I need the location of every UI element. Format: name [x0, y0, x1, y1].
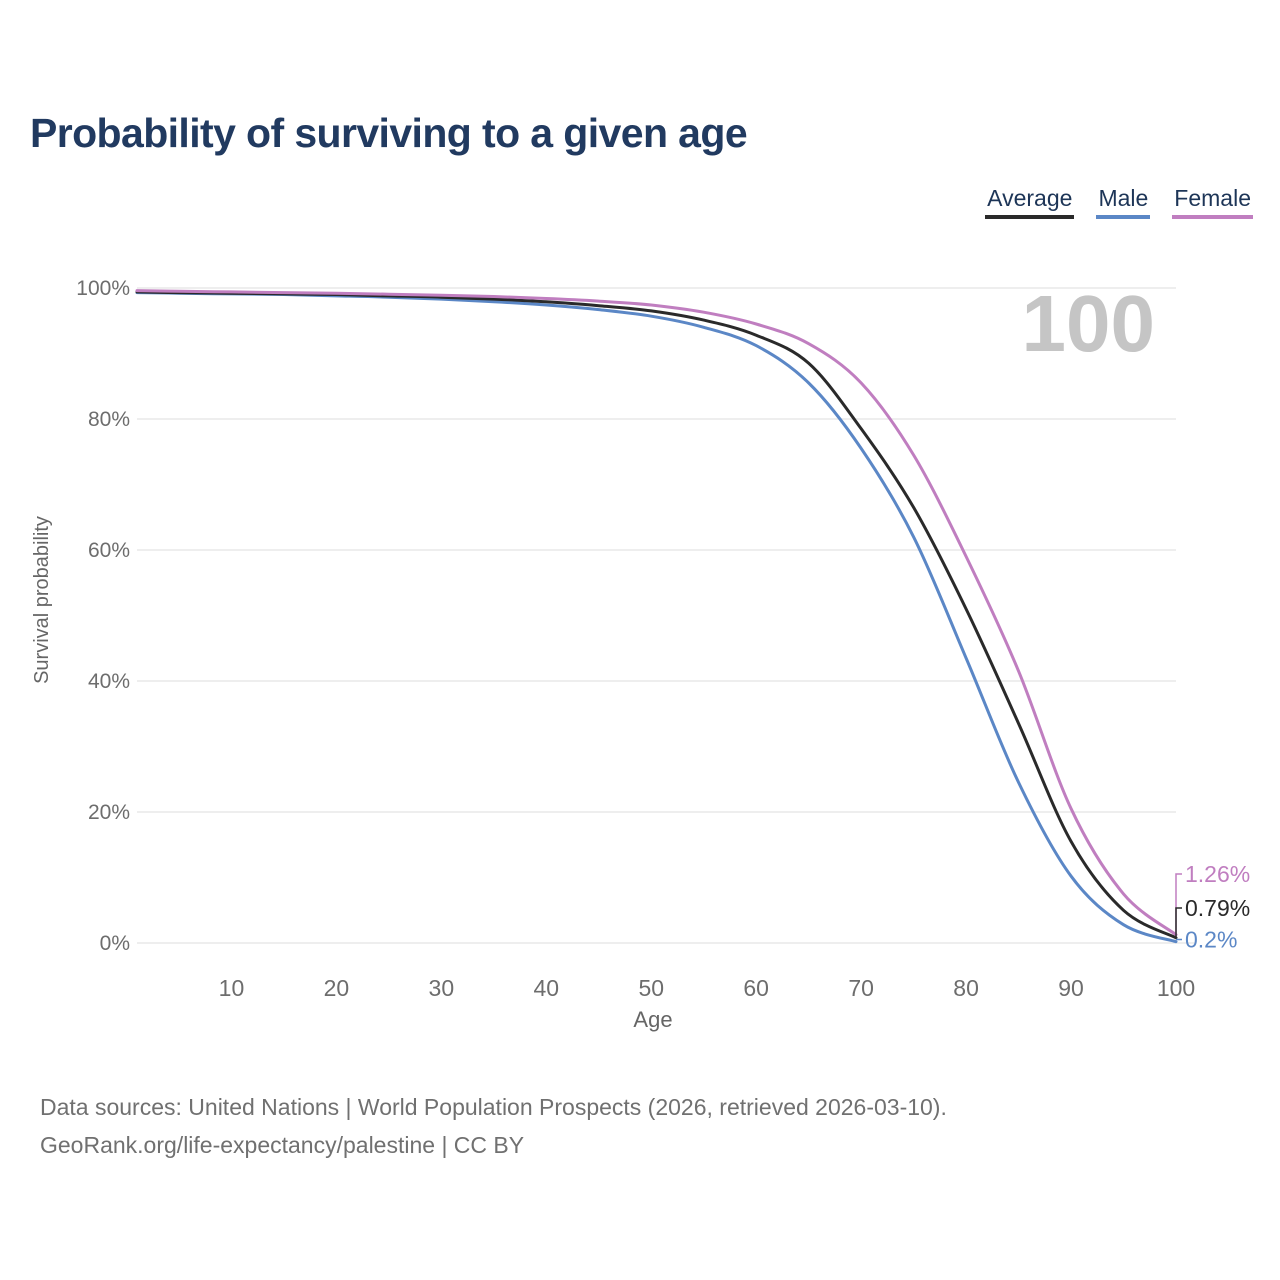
- x-tick-10: 10: [219, 975, 245, 1001]
- x-tick-30: 30: [429, 975, 455, 1001]
- y-tick-60%: 60%: [88, 539, 130, 562]
- legend-item-female[interactable]: Female: [1172, 185, 1253, 220]
- x-tick-100: 100: [1157, 975, 1195, 1001]
- x-tick-40: 40: [534, 975, 560, 1001]
- x-tick-90: 90: [1058, 975, 1084, 1001]
- end-label-connector-female: [1175, 873, 1182, 935]
- age-watermark: 100: [1022, 279, 1155, 368]
- y-axis-title: Survival probability: [31, 516, 53, 684]
- curve-average: [135, 290, 1178, 940]
- x-tick-20: 20: [324, 975, 350, 1001]
- x-tick-50: 50: [638, 975, 664, 1001]
- legend-item-male[interactable]: Male: [1096, 185, 1151, 220]
- footer-attribution: GeoRank.org/life-expectancy/palestine | …: [40, 1132, 525, 1158]
- end-label-male: 0.2%: [1185, 927, 1237, 953]
- y-tick-100%: 100%: [76, 277, 130, 300]
- legend-item-average[interactable]: Average: [985, 185, 1075, 220]
- x-axis-title: Age: [633, 1007, 672, 1032]
- survival-probability-chart: 100 0% 20% 40% 60% 80% 100% 10 20 30 40 50 60 70 80 90 1…: [31, 277, 1250, 1032]
- curve-female: [135, 289, 1178, 937]
- legend: Average Male Female: [985, 185, 1253, 220]
- chart-title: Probability of surviving to a given age: [30, 110, 748, 156]
- end-label-average: 0.79%: [1185, 895, 1250, 921]
- x-tick-80: 80: [953, 975, 979, 1001]
- x-tick-60: 60: [743, 975, 769, 1001]
- y-tick-40%: 40%: [88, 670, 130, 693]
- footer: Data sources: United Nations | World Pop…: [40, 1088, 947, 1164]
- y-tick-80%: 80%: [88, 408, 130, 431]
- end-label-female: 1.26%: [1185, 861, 1250, 887]
- end-label-connector-average: [1175, 907, 1182, 938]
- curve-male: [135, 291, 1178, 944]
- footer-data-sources: Data sources: United Nations | World Pop…: [40, 1094, 947, 1120]
- y-tick-20%: 20%: [88, 801, 130, 824]
- y-tick-0%: 0%: [100, 932, 130, 955]
- x-tick-70: 70: [848, 975, 874, 1001]
